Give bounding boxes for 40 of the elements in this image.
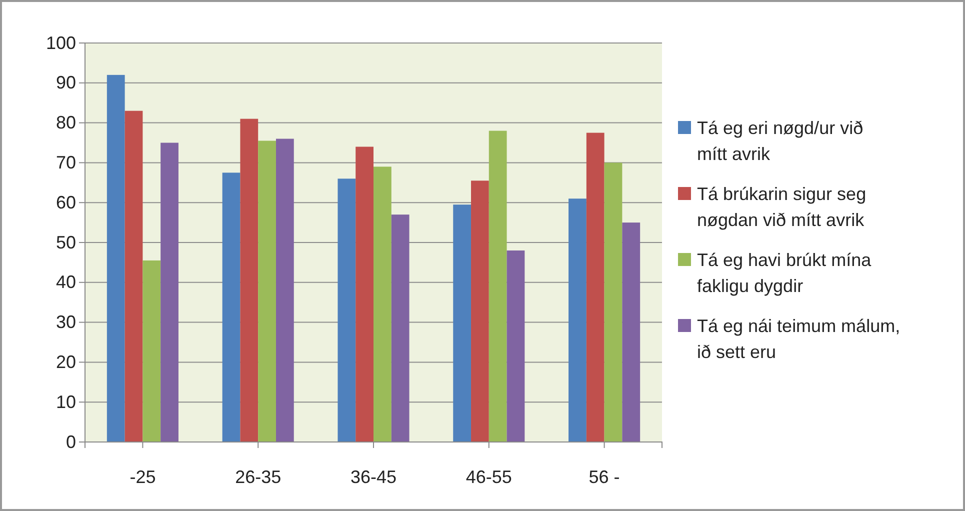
- bar: [586, 132, 604, 442]
- bar: [160, 142, 178, 442]
- y-tick-label: 20: [56, 352, 76, 372]
- x-tick-label: 56 -: [588, 466, 620, 487]
- bar: [258, 140, 276, 442]
- y-tick-label: 30: [56, 312, 76, 332]
- bar: [471, 180, 489, 442]
- y-tick-label: 50: [56, 232, 76, 252]
- x-tick-label: 46-55: [466, 466, 512, 487]
- bar: [124, 110, 143, 442]
- bar: [356, 146, 374, 442]
- bar: [568, 198, 586, 442]
- y-tick-label: 90: [56, 72, 76, 93]
- y-tick-label: 60: [56, 192, 76, 212]
- bar: [276, 138, 294, 442]
- bar: [106, 74, 125, 442]
- y-tick-label: 80: [56, 112, 76, 133]
- legend-label: Tá eg eri nøgd/ur við mítt avrik: [697, 118, 864, 164]
- bar: [374, 166, 392, 442]
- y-tick-label: 40: [56, 272, 76, 292]
- bar: [240, 118, 258, 442]
- bar: [604, 162, 622, 442]
- y-tick-label: 70: [56, 152, 76, 172]
- x-tick-label: 36-45: [350, 466, 397, 487]
- legend-label: Tá eg nái teimum málum, ið sett eru: [697, 316, 900, 362]
- bar: [506, 250, 525, 442]
- y-tick-label: 100: [46, 32, 76, 53]
- bar: [488, 130, 507, 442]
- bar: [391, 214, 410, 442]
- x-tick-label: 26-35: [235, 466, 282, 487]
- y-tick-label: 0: [66, 432, 76, 452]
- legend-label: Tá eg havi brúkt mína fakligu dygdir: [697, 250, 872, 296]
- x-tick-label: -25: [130, 466, 156, 487]
- bar: [622, 222, 640, 442]
- bar: [222, 172, 240, 442]
- bar: [142, 260, 161, 442]
- bar: [338, 178, 356, 442]
- y-tick-label: 10: [56, 392, 76, 412]
- legend-label: Tá brúkarin sigur seg nøgdan við mítt avrik: [697, 184, 866, 230]
- bar: [453, 204, 472, 442]
